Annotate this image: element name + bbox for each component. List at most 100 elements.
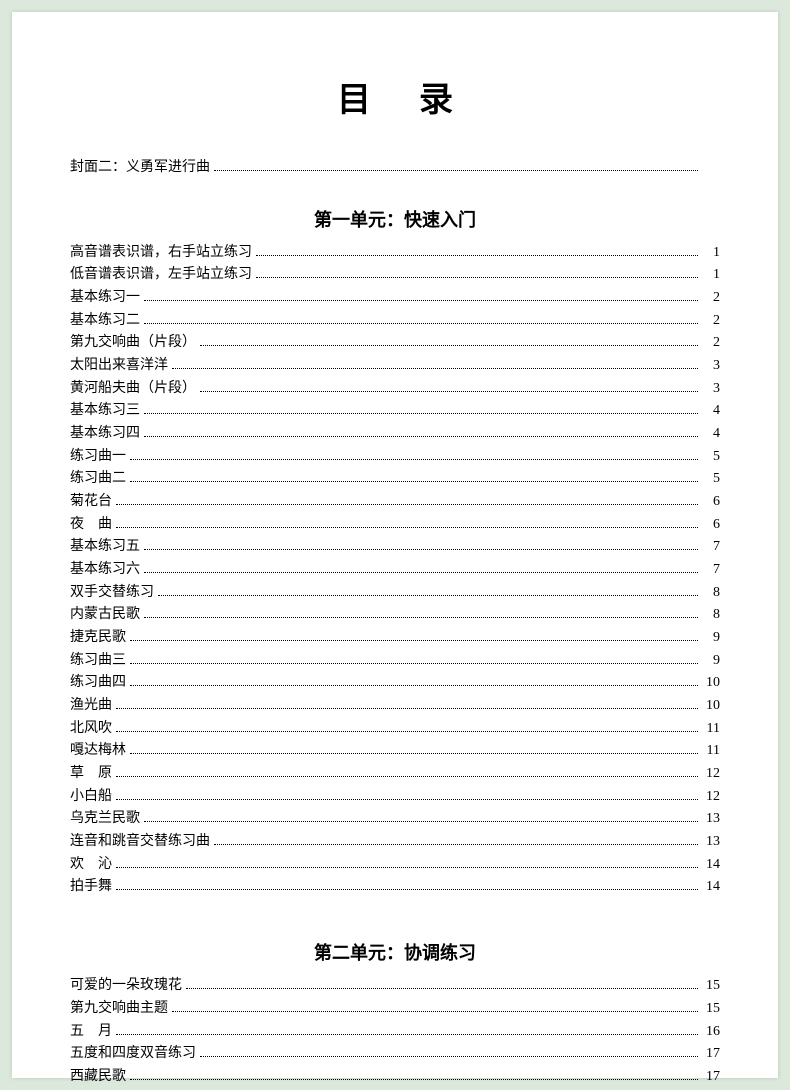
toc-leader-dots <box>116 518 698 528</box>
toc-row: 捷克民歌9 <box>70 627 720 650</box>
toc-entry-page: 12 <box>702 786 720 809</box>
toc-entry-page: 15 <box>702 975 720 998</box>
toc-entry-page: 3 <box>702 378 720 401</box>
toc-entry-page: 2 <box>702 287 720 310</box>
toc-entry-label: 基本练习六 <box>70 559 140 582</box>
toc-entry-page: 4 <box>702 423 720 446</box>
toc-entry-label: 夜 曲 <box>70 514 112 537</box>
toc-leader-dots <box>200 1047 698 1057</box>
toc-entry-page: 9 <box>702 627 720 650</box>
toc-row: 拍手舞 14 <box>70 876 720 899</box>
toc-entry-label: 可爱的一朵玫瑰花 <box>70 975 182 998</box>
toc-entry-page: 16 <box>702 1021 720 1044</box>
toc-row: 连音和跳音交替练习曲13 <box>70 831 720 854</box>
toc-row: 双手交替练习8 <box>70 582 720 605</box>
section-heading: 第二单元：协调练习 <box>70 939 720 965</box>
toc-row: 夜 曲 6 <box>70 514 720 537</box>
toc-leader-dots <box>144 314 698 324</box>
toc-row: 练习曲三9 <box>70 650 720 673</box>
toc-leader-dots <box>186 979 698 989</box>
toc-leader-dots <box>144 813 698 823</box>
toc-entry-page: 14 <box>702 876 720 899</box>
toc-row: 嘎达梅林 11 <box>70 740 720 763</box>
section-heading: 第一单元：快速入门 <box>70 206 720 232</box>
toc-entry-label: 基本练习一 <box>70 287 140 310</box>
toc-entry-page: 6 <box>702 514 720 537</box>
toc-entry-page: 14 <box>702 854 720 877</box>
toc-entry-page: 11 <box>702 718 720 741</box>
toc-leader-dots <box>144 427 698 437</box>
toc-row: 菊花台6 <box>70 491 720 514</box>
toc-entry-page: 1 <box>702 264 720 287</box>
toc-leader-dots <box>130 450 698 460</box>
page-title: 目录 <box>70 72 720 121</box>
toc-entry-page: 3 <box>702 355 720 378</box>
toc-entry-label: 渔光曲 <box>70 695 112 718</box>
toc-row: 欢 沁 14 <box>70 854 720 877</box>
toc-entry-page: 15 <box>702 998 720 1021</box>
toc-entry-page: 13 <box>702 831 720 854</box>
toc-entry-label: 内蒙古民歌 <box>70 604 140 627</box>
toc-leader-dots <box>130 631 698 641</box>
toc-entry-page: 6 <box>702 491 720 514</box>
toc-leader-dots <box>200 382 698 392</box>
toc-entry-label: 小白船 <box>70 786 112 809</box>
toc-entry-label: 双手交替练习 <box>70 582 154 605</box>
toc-entry-label: 太阳出来喜洋洋 <box>70 355 168 378</box>
toc-entry-page: 5 <box>702 446 720 469</box>
toc-entry-page: 5 <box>702 468 720 491</box>
toc-leader-dots <box>256 246 698 256</box>
toc-leader-dots <box>116 722 698 732</box>
toc-leader-dots <box>144 291 698 301</box>
toc-entry-label: 练习曲三 <box>70 650 126 673</box>
toc-row: 高音谱表识谱，右手站立练习1 <box>70 242 720 265</box>
toc-entry-page: 11 <box>702 740 720 763</box>
toc-row: 五 月 16 <box>70 1021 720 1044</box>
toc-entry-page: 13 <box>702 808 720 831</box>
toc-entry-page: 10 <box>702 695 720 718</box>
toc-entry-page: 12 <box>702 763 720 786</box>
toc-entry-label: 低音谱表识谱，左手站立练习 <box>70 264 252 287</box>
toc-leader-dots <box>144 563 698 573</box>
toc-entry-page: 1 <box>702 242 720 265</box>
toc-entry-page: 10 <box>702 672 720 695</box>
toc-entry-page: 8 <box>702 604 720 627</box>
toc-leader-dots <box>116 858 698 868</box>
toc-leader-dots <box>116 1025 698 1035</box>
toc-entry-page: 7 <box>702 536 720 559</box>
toc-row: 黄河船夫曲（片段）3 <box>70 378 720 401</box>
toc-row: 渔光曲 10 <box>70 695 720 718</box>
toc-row: 草 原12 <box>70 763 720 786</box>
toc-leader-dots <box>158 586 698 596</box>
toc-row: 可爱的一朵玫瑰花 15 <box>70 975 720 998</box>
toc-leader-dots <box>144 541 698 551</box>
toc-leader-dots <box>116 790 698 800</box>
toc-leader-dots <box>256 269 698 279</box>
toc-row: 练习曲二 5 <box>70 468 720 491</box>
toc-row: 小白船 12 <box>70 786 720 809</box>
toc-row: 基本练习二 2 <box>70 310 720 333</box>
toc-row: 第九交响曲（片段）2 <box>70 332 720 355</box>
toc-leader-dots <box>172 359 698 369</box>
toc-entry-page: 2 <box>702 310 720 333</box>
toc-row: 基本练习四 4 <box>70 423 720 446</box>
toc-entry-label: 基本练习四 <box>70 423 140 446</box>
toc-entry-page: 2 <box>702 332 720 355</box>
toc-entry-page: 17 <box>702 1066 720 1089</box>
toc-entry-label: 基本练习二 <box>70 310 140 333</box>
toc-entry-label: 五 月 <box>70 1021 112 1044</box>
toc-entry-label: 练习曲四 <box>70 672 126 695</box>
toc-row: 基本练习三4 <box>70 400 720 423</box>
toc-row: 太阳出来喜洋洋 3 <box>70 355 720 378</box>
toc-entry-label: 嘎达梅林 <box>70 740 126 763</box>
toc-row: 第九交响曲主题15 <box>70 998 720 1021</box>
toc-entry-label: 练习曲一 <box>70 446 126 469</box>
toc-row: 封面二：义勇军进行曲 <box>70 157 720 180</box>
toc-leader-dots <box>214 835 698 845</box>
toc-entry-label: 欢 沁 <box>70 854 112 877</box>
toc-leader-dots <box>200 337 698 347</box>
toc-entry-label: 练习曲二 <box>70 468 126 491</box>
toc-row: 基本练习六 7 <box>70 559 720 582</box>
toc-entry-page: 7 <box>702 559 720 582</box>
toc-entry-label: 拍手舞 <box>70 876 112 899</box>
